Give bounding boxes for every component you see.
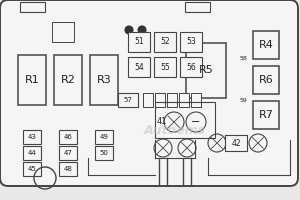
Text: 42: 42 (231, 138, 241, 148)
Circle shape (138, 26, 146, 34)
Text: 47: 47 (64, 150, 72, 156)
Text: 45: 45 (28, 166, 36, 172)
Text: 44: 44 (28, 150, 36, 156)
FancyBboxPatch shape (0, 0, 298, 186)
Bar (59, 130, 77, 144)
Text: 55: 55 (160, 62, 170, 72)
Bar (179, 93, 189, 107)
Bar (118, 93, 138, 107)
Bar (185, 2, 210, 12)
Bar (95, 146, 113, 160)
Circle shape (125, 26, 133, 34)
Bar (128, 32, 150, 52)
Bar (59, 146, 77, 160)
Text: 41: 41 (157, 117, 167, 127)
Text: 59: 59 (239, 98, 247, 102)
Text: 58: 58 (239, 55, 247, 60)
Bar (191, 93, 201, 107)
Bar (20, 2, 45, 12)
Bar (59, 162, 77, 176)
Bar (128, 57, 150, 77)
Text: R7: R7 (259, 110, 273, 120)
Bar (90, 55, 118, 105)
Text: 54: 54 (134, 62, 144, 72)
Bar (23, 130, 41, 144)
Bar (180, 32, 202, 52)
Text: R5: R5 (199, 65, 213, 75)
Text: Autoems: Autoems (144, 123, 206, 136)
Bar (180, 57, 202, 77)
Bar (186, 43, 226, 98)
Bar (23, 146, 41, 160)
Text: R2: R2 (61, 75, 75, 85)
Text: 43: 43 (28, 134, 36, 140)
Bar (143, 93, 153, 107)
Text: 48: 48 (64, 166, 72, 172)
Text: 51: 51 (134, 38, 144, 46)
Bar (155, 93, 165, 107)
Text: 46: 46 (64, 134, 72, 140)
Bar (225, 135, 247, 151)
Text: R1: R1 (25, 75, 39, 85)
Bar (95, 130, 113, 144)
Bar (154, 57, 176, 77)
Text: R3: R3 (97, 75, 111, 85)
Text: R4: R4 (259, 40, 273, 50)
Bar (54, 55, 82, 105)
Bar (154, 32, 176, 52)
Text: 56: 56 (186, 62, 196, 72)
Bar (18, 55, 46, 105)
Bar (253, 31, 279, 59)
Text: −: − (191, 117, 201, 127)
Bar (155, 102, 215, 138)
Text: 53: 53 (186, 38, 196, 46)
Bar (52, 22, 74, 42)
Bar (253, 101, 279, 129)
Bar (167, 93, 177, 107)
Text: 50: 50 (100, 150, 108, 156)
Text: 49: 49 (100, 134, 108, 140)
Bar (23, 162, 41, 176)
Text: R6: R6 (259, 75, 273, 85)
Text: 52: 52 (160, 38, 170, 46)
Text: 57: 57 (124, 97, 132, 103)
Bar (253, 66, 279, 94)
